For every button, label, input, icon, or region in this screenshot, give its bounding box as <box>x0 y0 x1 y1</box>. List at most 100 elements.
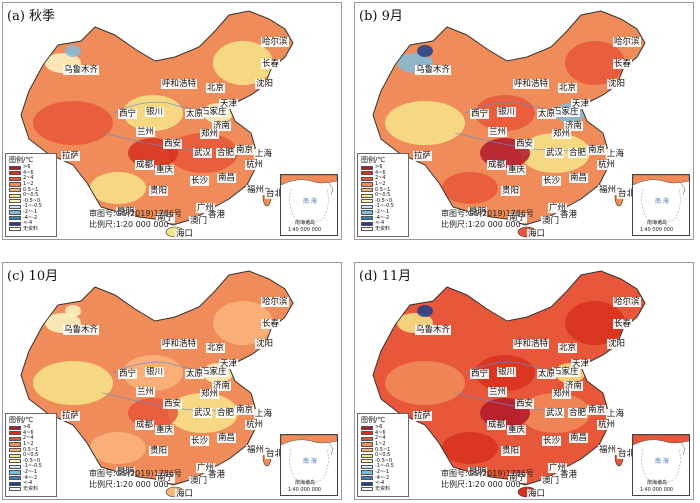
legend-swatch <box>361 431 373 436</box>
legend-item: -4~-2 <box>9 475 54 481</box>
legend-item: 0~0.5 <box>361 193 406 199</box>
city-label: 上海 <box>254 149 274 159</box>
map-note: 审图号:GS(2019)1786号 比例尺:1∶20 000 000 <box>441 208 534 230</box>
city-label: 成都 <box>135 420 155 430</box>
map-note: 审图号:GS(2019)1786号 比例尺:1∶20 000 000 <box>89 468 182 490</box>
city-label: 武汉 <box>193 408 213 418</box>
anomaly-area <box>442 432 498 464</box>
city-label: 昆明 <box>116 207 136 217</box>
legend-label: 1~2 <box>23 441 34 448</box>
south-china-sea-inset: 南 海南海诸岛 1∶40 000 000 <box>280 434 338 496</box>
legend-swatch <box>361 453 373 458</box>
city-label: 武汉 <box>193 148 213 158</box>
city-label: 福州 <box>598 185 618 195</box>
legend-label: -4~-2 <box>23 214 38 221</box>
anomaly-area <box>33 361 113 405</box>
city-label: 重庆 <box>155 425 175 435</box>
sea-label: 南 海 <box>655 457 669 465</box>
legend-item: 无资料 <box>361 226 406 233</box>
south-china-sea-inset: 南 海南海诸岛 1∶40 000 000 <box>632 434 690 496</box>
legend-label: 2~4 <box>375 175 386 182</box>
legend-item: >6 <box>9 425 54 431</box>
inset-scale: 1∶40 000 000 <box>288 487 322 493</box>
legend-swatch <box>9 210 21 215</box>
legend-label: 0.5~1 <box>23 446 39 453</box>
anomaly-area <box>565 301 625 345</box>
legend-label: >6 <box>23 164 31 171</box>
city-label: 太原 <box>185 109 205 119</box>
legend-swatch <box>361 188 373 193</box>
city-label: 香港 <box>207 210 227 220</box>
inset-label: 南海诸岛 <box>647 220 668 226</box>
legend-item: -1~-0.5 <box>361 204 406 210</box>
map-panel: (d) 11月 乌鲁木齐 哈尔滨 长春 沈阳 呼和浩特 北京 天津 石家庄 太原 济南 银川 西宁 兰州西… <box>354 262 694 500</box>
city-label: 上海 <box>254 409 274 419</box>
city-label: 武汉 <box>545 408 565 418</box>
legend-swatch <box>9 431 21 436</box>
city-label: 长沙 <box>190 436 210 446</box>
legend-label: 0~0.5 <box>375 192 391 199</box>
legend-label: 无资料 <box>23 485 39 492</box>
city-label: 石家庄 <box>200 367 228 377</box>
city-label: 福州 <box>246 185 266 195</box>
anomaly-area <box>33 101 113 145</box>
city-label: 广州 <box>196 463 216 473</box>
sea-label: 南 海 <box>655 197 669 205</box>
anomaly-area <box>417 45 433 57</box>
legend-swatch <box>361 171 373 176</box>
legend-item: -1~-0.5 <box>361 464 406 470</box>
legend-label: >6 <box>23 424 31 431</box>
map-scale: 比例尺:1∶20 000 000 <box>89 480 169 489</box>
legend-swatch <box>9 188 21 193</box>
legend-label: 无资料 <box>23 225 39 232</box>
legend-item: -2~-1 <box>361 210 406 216</box>
legend-swatch <box>361 459 373 464</box>
legend-item: -2~-1 <box>9 470 54 476</box>
legend-label: -1~-0.5 <box>23 463 42 470</box>
city-label: 合肥 <box>568 408 588 418</box>
legend-item: >6 <box>361 425 406 431</box>
legend-swatch <box>361 476 373 481</box>
city-label: 西安 <box>515 399 535 409</box>
legend-label: <-4 <box>23 480 33 487</box>
city-label: 成都 <box>487 160 507 170</box>
inset-label: 南海诸岛 <box>295 220 316 226</box>
city-label: 杭州 <box>245 160 265 170</box>
city-label: 天津 <box>571 359 591 369</box>
city-label: 澳门 <box>189 216 209 226</box>
legend-item: <-4 <box>9 221 54 227</box>
legend-swatch <box>9 487 21 492</box>
city-label: 杭州 <box>597 160 617 170</box>
legend-swatch <box>9 481 21 486</box>
city-label: 杭州 <box>597 420 617 430</box>
south-china-sea-inset: 南 海南海诸岛 1∶40 000 000 <box>280 174 338 236</box>
city-label: 郑州 <box>200 129 220 139</box>
city-label: 西安 <box>163 139 183 149</box>
city-label: 南宁 <box>156 213 176 223</box>
legend-swatch <box>9 470 21 475</box>
panel-title: (c) 10月 <box>7 269 59 284</box>
legend-label: <-4 <box>23 220 33 227</box>
city-label: 拉萨 <box>61 411 81 421</box>
city-label: 南昌 <box>217 173 237 183</box>
city-label: 香港 <box>559 470 579 480</box>
city-label: 重庆 <box>507 165 527 175</box>
city-label: 台北 <box>265 189 285 199</box>
legend-item: 0.5~1 <box>9 187 54 193</box>
anomaly-area <box>442 172 498 204</box>
anomaly-area <box>385 101 465 145</box>
city-label: 长春 <box>613 59 633 69</box>
legend-item: 2~4 <box>9 436 54 442</box>
city-label: 台北 <box>617 449 637 459</box>
anomaly-area <box>213 301 273 345</box>
legend-item: 4~6 <box>361 430 406 437</box>
legend-swatch <box>361 442 373 447</box>
legend-item: >6 <box>361 165 406 171</box>
city-label: 海口 <box>527 489 547 499</box>
legend-title: 图例/℃ <box>361 416 386 424</box>
legend-item: -4~-2 <box>361 475 406 481</box>
city-label: 南京 <box>587 405 607 415</box>
city-label: 贵阳 <box>149 186 169 196</box>
city-label: 银川 <box>145 107 165 117</box>
map-note: 审图号:GS(2019)1786号 比例尺:1∶20 000 000 <box>89 208 182 230</box>
